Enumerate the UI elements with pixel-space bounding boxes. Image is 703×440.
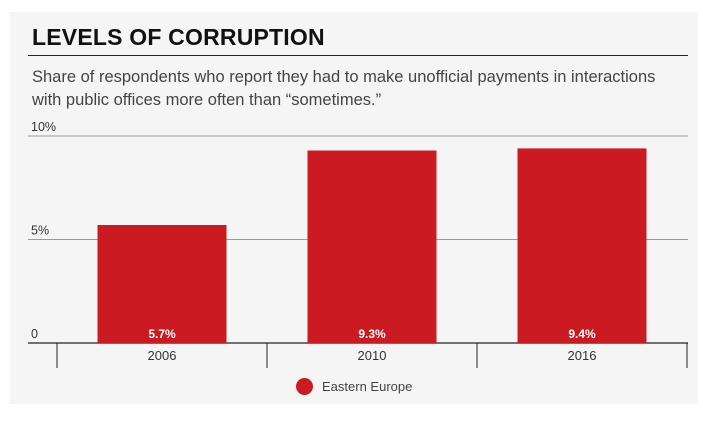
x-tick-label-2006: 2006 — [148, 348, 177, 363]
data-label-2006: 5.7% — [148, 327, 176, 341]
data-label-2010: 9.3% — [358, 327, 386, 341]
y-tick-label: 10% — [31, 120, 56, 134]
legend-label-eastern-europe: Eastern Europe — [322, 379, 413, 394]
legend: Eastern Europe — [296, 378, 412, 395]
y-tick-label: 0 — [31, 327, 38, 341]
bar-2010 — [307, 150, 437, 343]
chart-title: LEVELS OF CORRUPTION — [32, 24, 325, 50]
y-tick-label: 5% — [31, 224, 49, 238]
x-tick-label-2016: 2016 — [568, 348, 597, 363]
x-tick-label-2010: 2010 — [358, 348, 387, 363]
data-label-2016: 9.4% — [568, 327, 596, 341]
bar-2006 — [97, 225, 227, 343]
chart-subtitle: Share of respondents who report they had… — [32, 68, 656, 109]
legend-swatch-eastern-europe — [296, 378, 313, 395]
bar-2016 — [517, 148, 647, 343]
title-rule — [28, 55, 688, 56]
